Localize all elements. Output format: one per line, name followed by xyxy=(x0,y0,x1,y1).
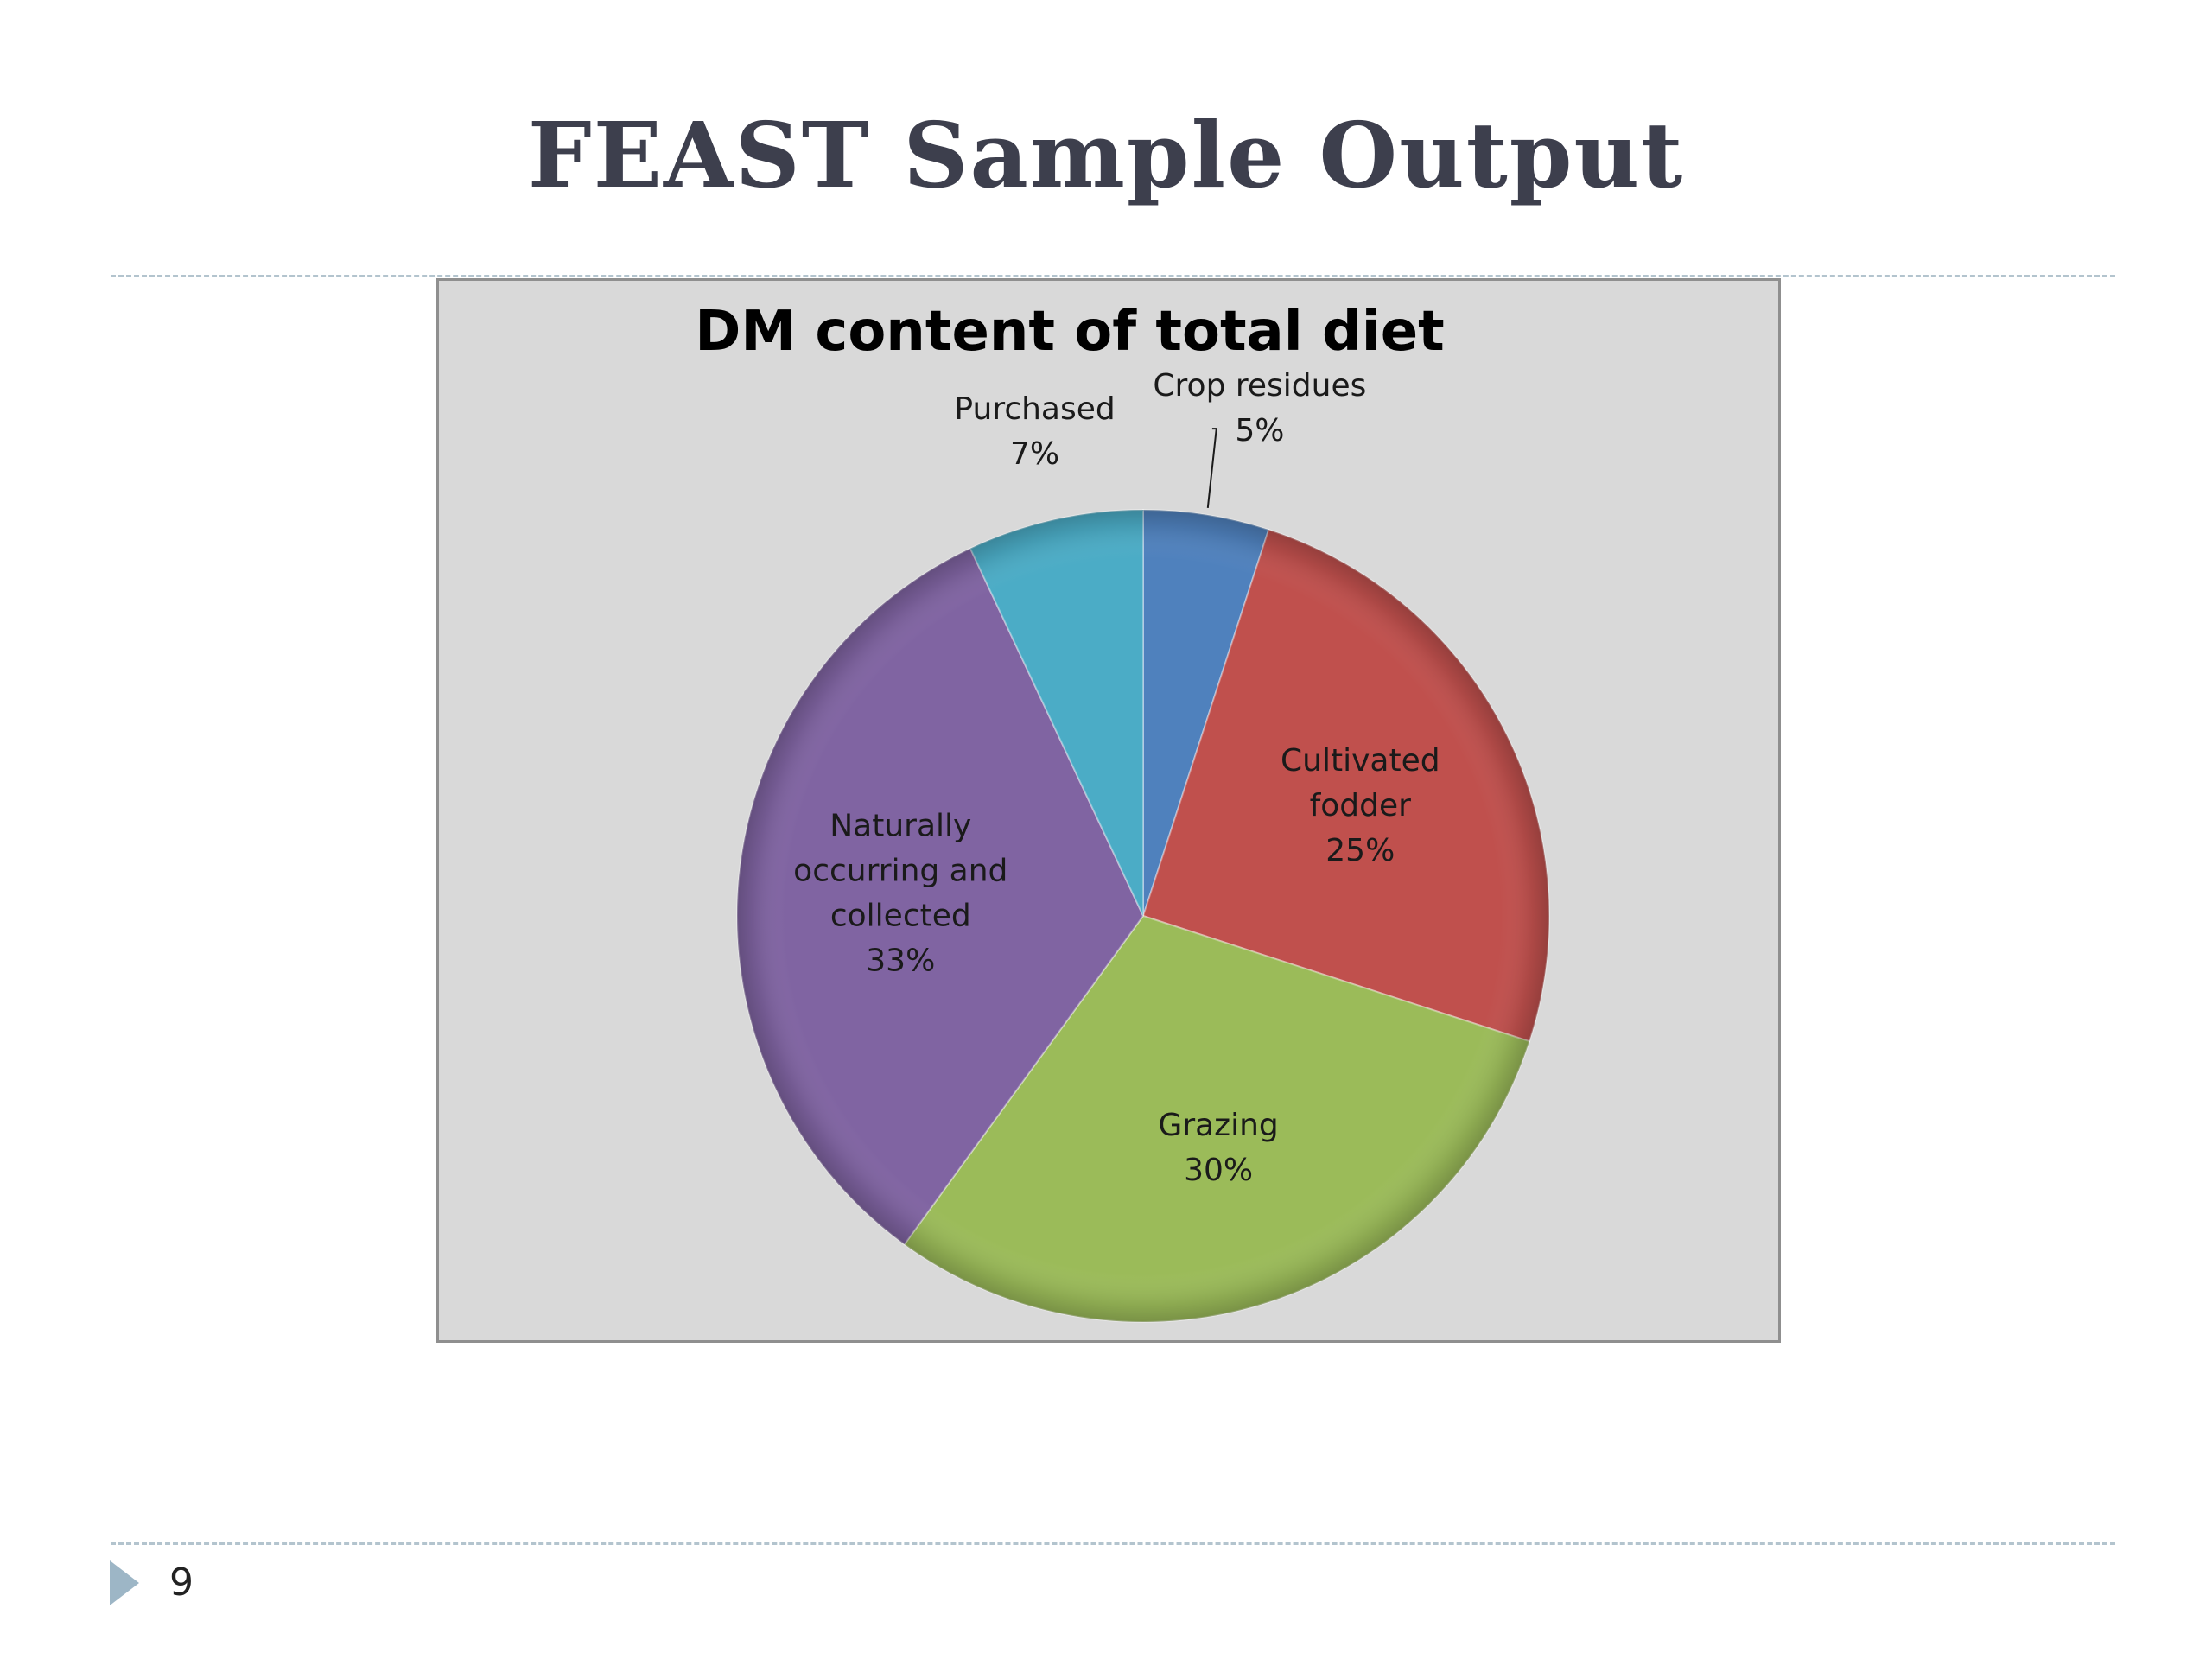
footer-triangle-icon xyxy=(110,1560,139,1605)
slice-labels: Crop residues 5% Cultivated fodder 25% Grazin… xyxy=(793,368,1440,1188)
chart-title: DM content of total diet xyxy=(695,300,1444,364)
slice-label-grazing: Grazing 30% xyxy=(1158,1108,1278,1188)
leader-line-crop-residues xyxy=(1206,428,1217,509)
slice-label-naturally-occurring-and-collected: Naturally occurring and collected 33% xyxy=(793,809,1007,979)
slice-label-cultivated-fodder: Cultivated fodder 25% xyxy=(1281,743,1440,868)
bottom-divider xyxy=(111,1542,2115,1545)
chart-area: DM content of total diet Crop residues 5%… xyxy=(436,278,1781,1343)
slice-label-crop-residues: Crop residues 5% xyxy=(1153,368,1366,448)
pie-chart: DM content of total diet Crop residues 5%… xyxy=(695,300,1550,1323)
page-number: 9 xyxy=(169,1560,194,1605)
top-divider xyxy=(111,275,2115,277)
slice-label-purchased: Purchased 7% xyxy=(954,391,1115,472)
slide-title: FEAST Sample Output xyxy=(527,102,1685,208)
